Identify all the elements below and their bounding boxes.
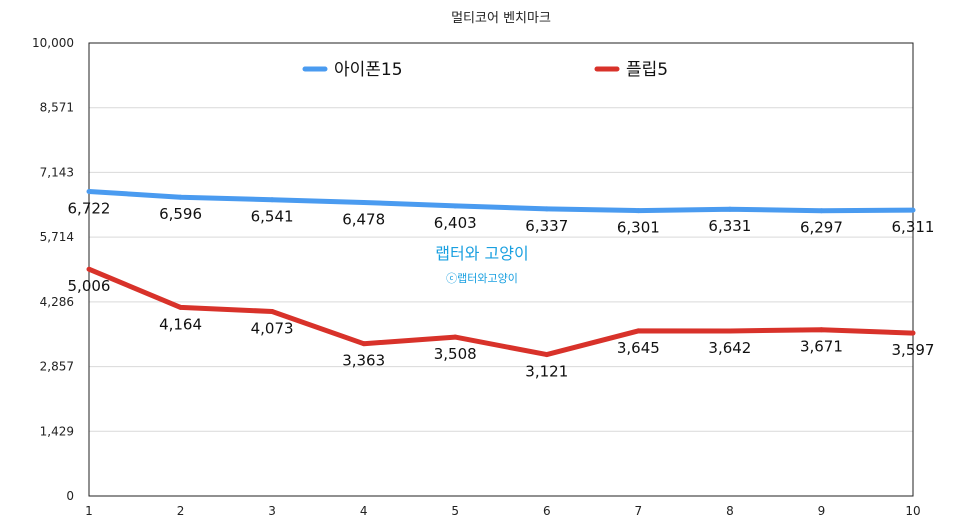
x-tick-label: 6 xyxy=(543,504,551,518)
data-label: 6,478 xyxy=(342,211,385,229)
data-point xyxy=(910,330,916,336)
x-tick-label: 1 xyxy=(85,504,93,518)
data-point xyxy=(818,208,824,214)
data-label: 3,363 xyxy=(342,352,385,370)
y-tick-label: 10,000 xyxy=(32,36,74,50)
data-point xyxy=(269,308,275,314)
data-point xyxy=(361,200,367,206)
watermark: 랩터와 고양이 ⓒ랩터와고양이 xyxy=(435,244,528,285)
data-point xyxy=(86,188,92,194)
x-tick-label: 5 xyxy=(451,504,459,518)
grid-lines xyxy=(89,107,913,432)
data-label: 3,642 xyxy=(708,339,751,357)
series-line-1 xyxy=(88,189,914,214)
plot-area-frame xyxy=(88,42,914,497)
data-point xyxy=(178,304,184,310)
data-point xyxy=(727,328,733,334)
y-tick-label: 0 xyxy=(66,489,74,503)
data-label: 3,508 xyxy=(434,345,477,363)
x-tick-label: 10 xyxy=(905,504,920,518)
y-tick-label: 4,286 xyxy=(40,295,74,309)
data-label: 6,331 xyxy=(708,217,751,235)
data-point xyxy=(86,266,92,272)
data-label: 5,006 xyxy=(68,277,111,295)
x-tick-label: 9 xyxy=(818,504,826,518)
data-label: 3,597 xyxy=(892,341,935,359)
x-tick-label: 4 xyxy=(360,504,368,518)
y-tick-label: 7,143 xyxy=(40,165,74,179)
y-tick-label: 8,571 xyxy=(40,101,74,115)
data-label: 3,671 xyxy=(800,338,843,356)
x-tick-label: 8 xyxy=(726,504,734,518)
data-label: 3,121 xyxy=(525,363,568,381)
data-label: 4,164 xyxy=(159,315,202,333)
data-label: 6,541 xyxy=(251,208,294,226)
data-label: 6,722 xyxy=(68,199,111,217)
data-label: 6,403 xyxy=(434,214,477,232)
data-label: 6,337 xyxy=(525,217,568,235)
data-point xyxy=(544,206,550,212)
watermark-text: 랩터와 고양이 xyxy=(435,244,528,263)
x-tick-label: 7 xyxy=(635,504,643,518)
data-point xyxy=(269,197,275,203)
chart-title: 멀티코어 벤치마크 xyxy=(451,11,551,26)
data-label: 3,645 xyxy=(617,339,660,357)
series-lines xyxy=(86,188,916,358)
data-point xyxy=(361,341,367,347)
data-point xyxy=(452,334,458,340)
legend-label: 아이폰15 xyxy=(334,60,403,80)
y-tick-label: 1,429 xyxy=(40,424,74,438)
series-line-2 xyxy=(88,266,914,358)
x-axis-ticks: 1 2 3 4 5 6 7 8 9 10 xyxy=(85,504,920,518)
data-point xyxy=(635,328,641,334)
data-label: 6,301 xyxy=(617,219,660,237)
x-tick-label: 3 xyxy=(268,504,276,518)
x-tick-label: 2 xyxy=(177,504,185,518)
y-tick-label: 5,714 xyxy=(40,230,74,244)
data-point xyxy=(452,203,458,209)
legend: 아이폰15 플립5 xyxy=(302,60,668,80)
data-point xyxy=(544,352,550,358)
y-tick-label: 2,857 xyxy=(40,360,74,374)
data-label: 6,596 xyxy=(159,205,202,223)
y-axis-ticks: 0 1,429 2,857 4,286 5,714 7,143 8,571 10,000 xyxy=(32,36,74,503)
data-label: 4,073 xyxy=(251,319,294,337)
data-point xyxy=(818,327,824,333)
data-point xyxy=(178,194,184,200)
watermark-copyright: ⓒ랩터와고양이 xyxy=(446,272,518,285)
data-label: 6,311 xyxy=(892,218,935,236)
data-label: 6,297 xyxy=(800,219,843,237)
legend-label: 플립5 xyxy=(626,60,668,80)
data-point xyxy=(910,207,916,213)
data-labels: 6,722 6,596 6,541 6,478 6,403 6,337 6,301 6,331… xyxy=(68,199,935,380)
data-point xyxy=(727,206,733,212)
data-point xyxy=(635,208,641,214)
